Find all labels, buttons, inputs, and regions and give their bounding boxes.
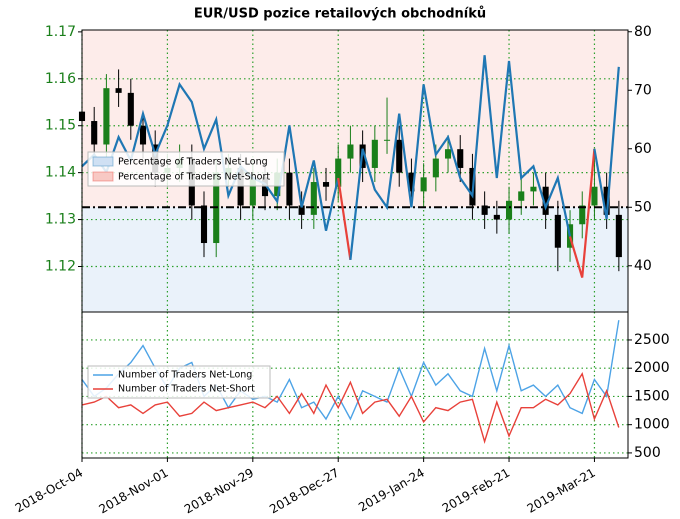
candle-body [335, 158, 342, 187]
candle-body [115, 88, 122, 93]
x-tick-label: 2019-Feb-21 [440, 466, 513, 516]
legend-swatch [92, 156, 114, 167]
candle-body [591, 186, 598, 206]
candle-body [298, 205, 305, 215]
candle-body [322, 182, 330, 187]
candle-body [200, 205, 208, 244]
y2-tick-label: 1500 [634, 388, 670, 404]
candle-body [408, 172, 415, 192]
legend: Percentage of Traders Net-Long Percentage… [87, 151, 285, 187]
legend-box [87, 151, 285, 187]
x-tick-label: 2019-Mar-21 [525, 466, 598, 516]
candle-body [579, 205, 586, 225]
candle-body [371, 139, 378, 168]
candle-body [530, 186, 537, 192]
candle-body [127, 92, 134, 126]
x-tick-label: 2019-Jan-24 [356, 466, 427, 515]
candle-body [457, 149, 464, 168]
plot-frame [81, 311, 629, 459]
candle-body [383, 139, 391, 141]
candle-body [347, 144, 354, 159]
y-tick-label: 1.15 [45, 118, 76, 134]
x-tick-label: 2018-Dec-27 [267, 466, 341, 517]
y-tick-label: 1.14 [45, 165, 76, 181]
sentiment-line [568, 148, 596, 278]
y2-tick-label: 60 [634, 141, 652, 157]
y2-tick-label: 70 [634, 82, 652, 98]
candle-body [554, 214, 561, 248]
candle-body [505, 200, 513, 220]
candle-body [420, 177, 427, 192]
legend-label: Percentage of Traders Net-Short [118, 172, 270, 183]
candle-body [91, 121, 98, 145]
sentiment-line [593, 66, 620, 220]
y-tick-label: 1.17 [45, 24, 76, 40]
candle-body [249, 177, 256, 206]
candle-body [542, 186, 549, 215]
candle-body [432, 158, 439, 178]
y-tick-label: 1.16 [45, 71, 76, 87]
y2-tick-label: 1000 [634, 417, 670, 433]
legend-label: Number of Traders Net-Long [118, 370, 252, 381]
candle-body [518, 191, 525, 201]
candle-body [286, 172, 293, 206]
y-tick-label: 1.13 [45, 212, 76, 228]
candle-body [481, 205, 488, 215]
legend-swatch [92, 171, 114, 182]
y2-tick-label: 40 [634, 258, 652, 274]
candle-body [310, 182, 317, 215]
candle-body [261, 177, 269, 197]
y2-tick-label: 80 [634, 24, 652, 40]
candle-body [603, 186, 610, 215]
candle-body [139, 125, 147, 145]
y2-tick-label: 500 [634, 445, 661, 461]
x-tick-label: 2018-Nov-01 [96, 466, 170, 517]
candle-body [396, 139, 403, 173]
legend-box [87, 365, 271, 399]
sentiment-line [349, 55, 572, 261]
legend-label: Percentage of Traders Net-Long [118, 157, 268, 168]
y2-tick-label: 2000 [634, 360, 670, 376]
series-line [81, 372, 620, 445]
candle-body [493, 214, 500, 220]
candle-body [103, 88, 110, 145]
y-tick-label: 1.12 [45, 258, 76, 274]
candle-body [237, 167, 244, 206]
chart-title: EUR/USD pozice retailových obchodníků [194, 7, 486, 22]
legend-label: Number of Traders Net-Short [118, 384, 255, 395]
legend: Number of Traders Net-Long Number of Trad… [87, 365, 271, 399]
y2-tick-label: 50 [634, 199, 652, 215]
candle-body [444, 149, 452, 159]
x-tick-label: 2018-Oct-04 [13, 466, 85, 516]
candle-body [615, 214, 622, 258]
y2-tick-label: 2500 [634, 332, 670, 348]
sentiment-line [337, 177, 352, 261]
x-tick-label: 2018-Nov-29 [182, 466, 256, 517]
sentiment-line [81, 81, 340, 231]
